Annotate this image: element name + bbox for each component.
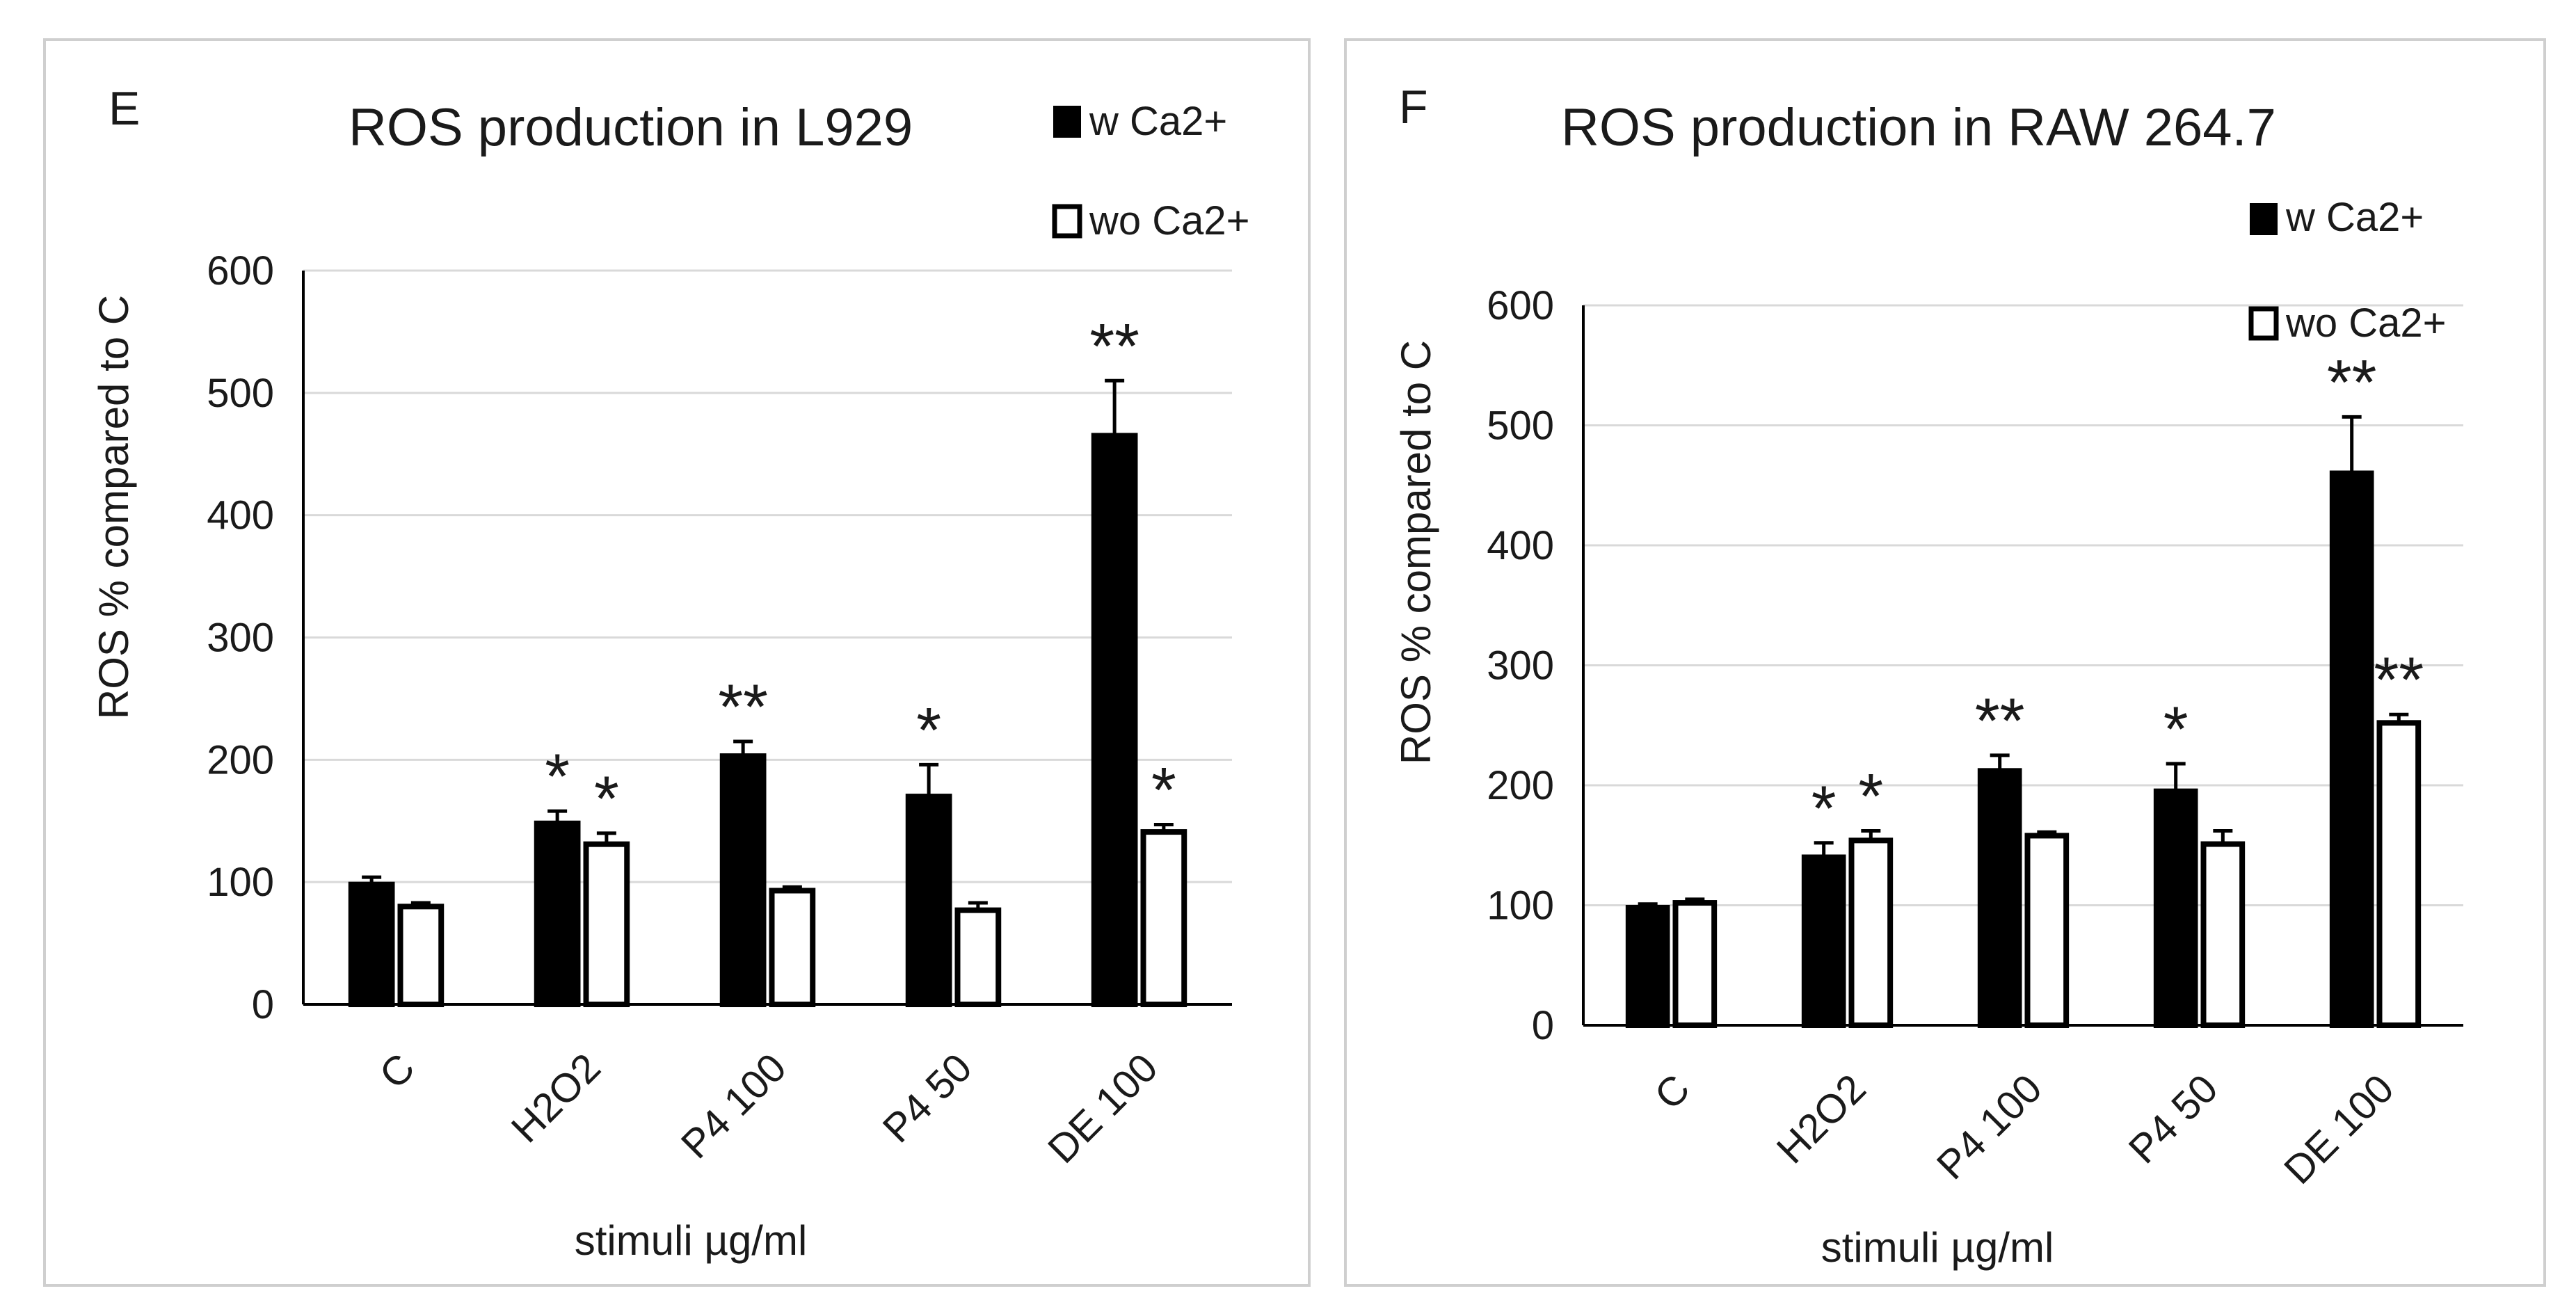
legend: w Ca2+ wo Ca2+ (1052, 99, 1250, 243)
legend-label-w-ca: w Ca2+ (1089, 99, 1227, 144)
legend: w Ca2+ wo Ca2+ (2248, 195, 2447, 346)
significance-label: * (1858, 762, 1883, 833)
y-tick-label: 200 (207, 737, 274, 783)
y-tick-label: 500 (207, 371, 274, 416)
x-axis-label: stimuli µg/ml (1821, 1224, 2054, 1271)
y-tick-label: 300 (207, 616, 274, 661)
legend-label-wo-ca: wo Ca2+ (2285, 300, 2447, 346)
significance-label: * (545, 741, 570, 812)
significance-label: ** (2327, 347, 2377, 418)
x-tick-label: DE 100 (2275, 1066, 2403, 1193)
x-axis-label: stimuli µg/ml (575, 1217, 808, 1264)
legend-swatch-wo-ca (2248, 306, 2279, 341)
chart-panel-f: 0 100 200 300 400 500 600 C * * H2O2 ** P4 100 * P4 50… (1344, 38, 2546, 1287)
legend-label-wo-ca: wo Ca2+ (1089, 198, 1250, 243)
legend-swatch-w-ca (2250, 203, 2278, 235)
bar-w-ca (2329, 470, 2374, 1028)
y-tick-label: 0 (252, 982, 274, 1027)
y-tick-label: 100 (1487, 883, 1554, 929)
legend-label-w-ca: w Ca2+ (2285, 195, 2424, 240)
significance-label: ** (1975, 686, 2025, 757)
bar-wo-ca (2376, 720, 2422, 1028)
bar-wo-ca (1140, 829, 1187, 1007)
bar-wo-ca (2200, 841, 2246, 1029)
significance-label: ** (2374, 645, 2424, 716)
y-tick-label: 600 (1487, 283, 1554, 328)
significance-label: * (916, 695, 941, 766)
bar-wo-ca (1672, 900, 1718, 1029)
significance-label: * (594, 764, 619, 835)
y-tick-label: 100 (207, 860, 274, 905)
bar-w-ca (534, 820, 581, 1008)
y-tick-label: 400 (1487, 523, 1554, 568)
chart-title: ROS production in RAW 264.7 (1561, 98, 2276, 157)
bar-w-ca (1977, 768, 2022, 1029)
bar-w-ca (348, 881, 395, 1008)
y-axis-label: ROS % compared to C (1393, 340, 1439, 764)
panel-label: E (109, 82, 140, 135)
chart-title: ROS production in L929 (349, 98, 913, 157)
bar-w-ca (905, 794, 952, 1008)
significance-label: * (1811, 773, 1837, 844)
x-tick-label: P4 100 (673, 1045, 795, 1167)
x-tick-label: P4 50 (874, 1045, 981, 1151)
panel-label: F (1399, 81, 1428, 134)
bar-wo-ca (397, 904, 445, 1008)
y-tick-label: 300 (1487, 643, 1554, 689)
y-tick-label: 200 (1487, 763, 1554, 808)
significance-label: ** (718, 672, 768, 743)
y-tick-label: 600 (207, 248, 274, 294)
bar-w-ca (1625, 904, 1670, 1028)
bar-wo-ca (954, 907, 1002, 1007)
x-tick-label: DE 100 (1039, 1045, 1167, 1172)
y-tick-label: 400 (207, 493, 274, 538)
x-tick-label: H2O2 (503, 1045, 609, 1151)
bar-w-ca (1801, 854, 1846, 1028)
x-tick-label: P4 100 (1928, 1066, 2051, 1188)
x-tick-label: P4 50 (2120, 1066, 2227, 1172)
legend-swatch-wo-ca (1052, 204, 1082, 239)
bar-w-ca (2153, 788, 2198, 1028)
significance-label: * (1151, 755, 1176, 826)
x-tick-label: C (1646, 1066, 1699, 1118)
bar-w-ca (719, 753, 767, 1008)
chart-panel-e: 0 100 200 300 400 500 600 C * * H2O2 ** P4 100 * P4 50… (43, 38, 1311, 1287)
significance-label: ** (1089, 311, 1139, 382)
bar-wo-ca (2024, 833, 2070, 1028)
bar-wo-ca (769, 888, 816, 1007)
x-tick-label: H2O2 (1768, 1066, 1875, 1172)
y-axis-label: ROS % compared to C (90, 295, 137, 719)
bar-w-ca (1091, 433, 1138, 1007)
bar-wo-ca (583, 841, 630, 1007)
y-tick-label: 0 (1532, 1003, 1554, 1048)
bar-wo-ca (1848, 837, 1894, 1028)
y-tick-label: 500 (1487, 403, 1554, 449)
x-tick-label: C (371, 1045, 424, 1098)
legend-swatch-w-ca (1053, 106, 1081, 138)
significance-label: * (2163, 694, 2189, 765)
